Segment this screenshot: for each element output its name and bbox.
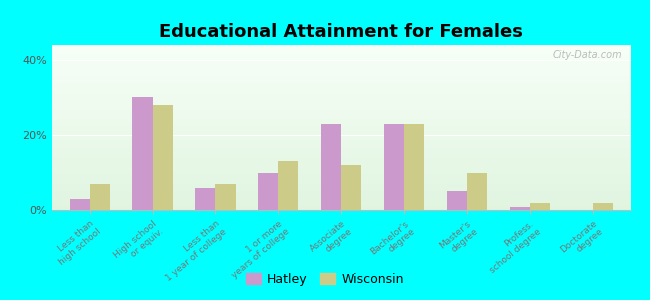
Bar [196, 188, 216, 210]
Bar [216, 184, 235, 210]
Title: Educational Attainment for Females: Educational Attainment for Females [159, 23, 523, 41]
Text: City-Data.com: City-Data.com [552, 50, 622, 60]
Bar [510, 207, 530, 210]
Bar [70, 199, 90, 210]
Bar [133, 98, 153, 210]
Bar [530, 202, 550, 210]
Bar [467, 172, 487, 210]
Bar [593, 202, 613, 210]
Bar [153, 105, 173, 210]
Legend: Hatley, Wisconsin: Hatley, Wisconsin [241, 268, 409, 291]
Bar [258, 172, 278, 210]
Bar [321, 124, 341, 210]
Bar [341, 165, 361, 210]
Bar [278, 161, 298, 210]
Bar [404, 124, 424, 210]
Bar [384, 124, 404, 210]
Bar [447, 191, 467, 210]
Bar [90, 184, 110, 210]
